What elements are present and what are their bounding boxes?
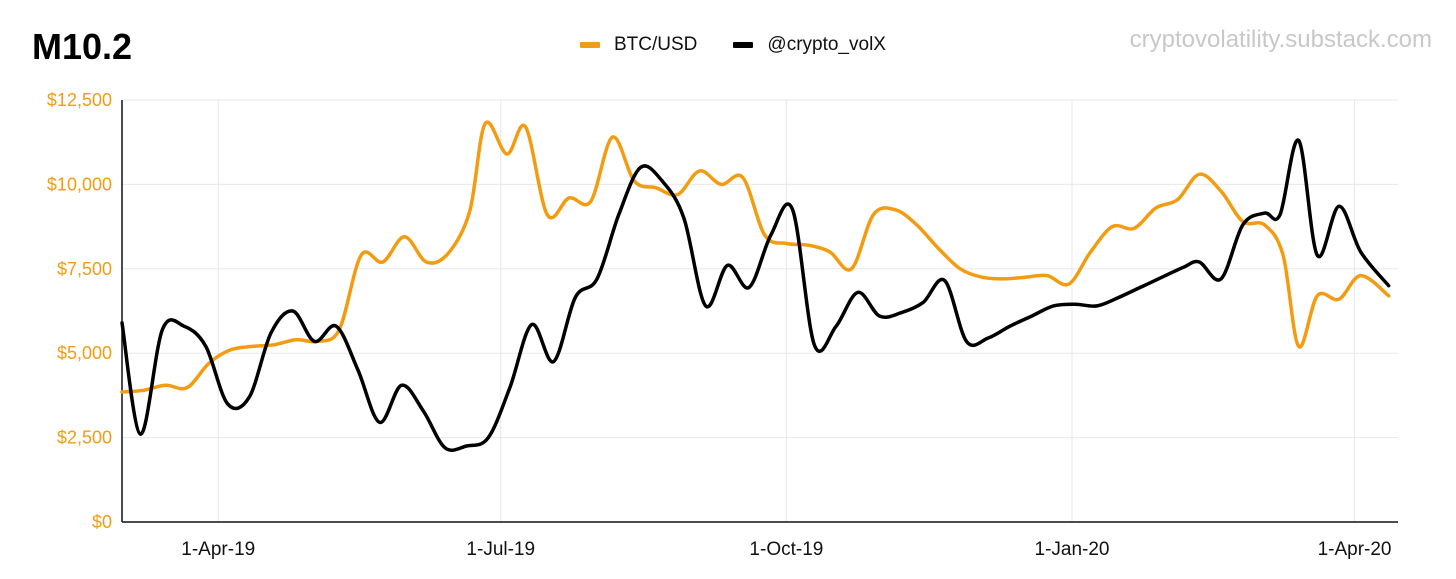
chart-legend: BTC/USD @crypto_volX — [580, 34, 922, 56]
x-tick-label: 1-Apr-19 — [181, 539, 255, 560]
y-tick-label: $0 — [92, 512, 112, 532]
x-tick-label: 1-Apr-20 — [1318, 539, 1392, 560]
series-line-btc-usd — [120, 120, 1391, 394]
y-tick-label: $12,500 — [47, 90, 112, 110]
legend-swatch-btc — [580, 42, 600, 48]
legend-label-volx: @crypto_volX — [767, 34, 886, 55]
x-tick-label: 1-Jan-20 — [1035, 539, 1110, 560]
x-tick-label: 1-Oct-19 — [749, 539, 823, 560]
chart-title: M10.2 — [32, 26, 133, 67]
y-tick-label: $7,500 — [57, 259, 112, 279]
y-tick-label: $10,000 — [47, 174, 112, 194]
y-tick-label: $5,000 — [57, 343, 112, 363]
legend-swatch-volx — [733, 42, 754, 48]
x-tick-label: 1-Jul-19 — [466, 539, 535, 560]
legend-item-volx: @crypto_volX — [733, 34, 886, 56]
y-tick-label: $2,500 — [57, 428, 112, 448]
series-line-crypto-volx — [120, 138, 1391, 452]
legend-item-btc: BTC/USD — [580, 34, 697, 56]
legend-label-btc: BTC/USD — [614, 34, 698, 55]
watermark: cryptovolatility.substack.com — [1129, 26, 1432, 53]
